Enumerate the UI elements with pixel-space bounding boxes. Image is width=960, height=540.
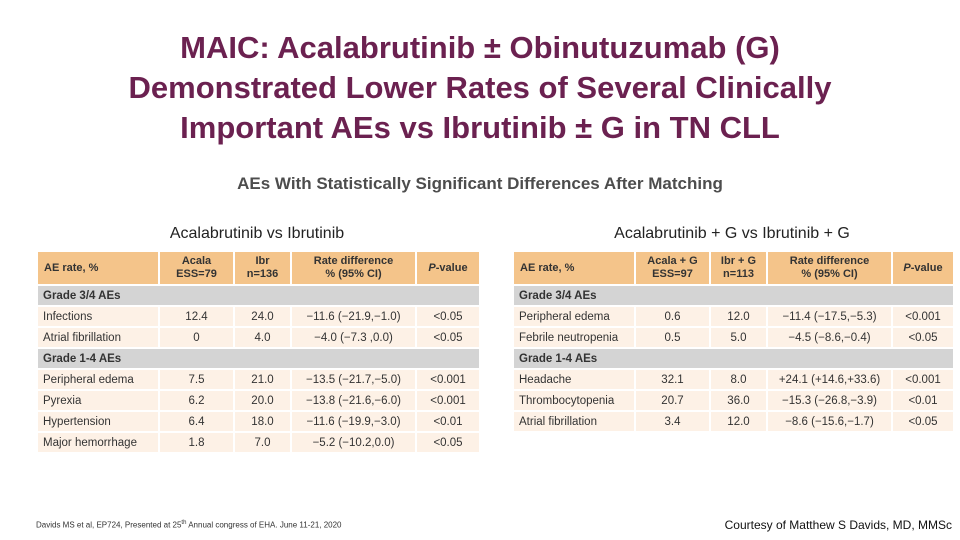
p-value: <0.001 xyxy=(891,305,955,328)
col-ae-rate: AE rate, % xyxy=(36,250,160,286)
ibr-rate: 21.0 xyxy=(233,368,292,391)
left-ae-table: AE rate, % Acala ESS=79 Ibr n=136 Rate dif… xyxy=(36,250,481,454)
p-value: <0.001 xyxy=(891,368,955,391)
right-table-heading: Acalabrutinib + G vs Ibrutinib + G xyxy=(614,225,850,242)
table-row: Major hemorrhage 1.8 7.0 −5.2 (−10.2,0.0… xyxy=(36,431,481,454)
group-row: Grade 3/4 AEs xyxy=(36,284,481,307)
ibr-rate: 24.0 xyxy=(233,305,292,328)
p-value: <0.01 xyxy=(891,389,955,412)
ibr-g-rate: 36.0 xyxy=(709,389,768,412)
p-value: <0.01 xyxy=(415,410,481,433)
rate-difference: −15.3 (−26.8,−3.9) xyxy=(766,389,893,412)
p-value: <0.001 xyxy=(415,368,481,391)
acala-rate: 1.8 xyxy=(158,431,235,454)
acala-rate: 0 xyxy=(158,326,235,349)
left-table-heading: Acalabrutinib vs Ibrutinib xyxy=(169,225,345,242)
ibr-rate: 4.0 xyxy=(233,326,292,349)
table-row: Peripheral edema 7.5 21.0 −13.5 (−21.7,−… xyxy=(36,368,481,391)
ae-name: Thrombocytopenia xyxy=(512,389,636,412)
table-row: Atrial fibrillation 3.4 12.0 −8.6 (−15.6… xyxy=(512,410,955,433)
group-row: Grade 1-4 AEs xyxy=(36,347,481,370)
col-ibr: Ibr n=136 xyxy=(233,250,292,286)
ae-name: Infections xyxy=(36,305,160,328)
table-row: Peripheral edema 0.6 12.0 −11.4 (−17.5,−… xyxy=(512,305,955,328)
title-line-3: Important AEs vs Ibrutinib ± G in TN CLL xyxy=(180,110,780,145)
ae-name: Peripheral edema xyxy=(512,305,636,328)
ibr-g-rate: 12.0 xyxy=(709,305,768,328)
ibr-rate: 20.0 xyxy=(233,389,292,412)
table-row: Pyrexia 6.2 20.0 −13.8 (−21.6,−6.0) <0.0… xyxy=(36,389,481,412)
table-row: Atrial fibrillation 0 4.0 −4.0 (−7.3 ,0.… xyxy=(36,326,481,349)
title-line-2: Demonstrated Lower Rates of Several Clin… xyxy=(128,70,832,105)
table-header-row: AE rate, % Acala ESS=79 Ibr n=136 Rate dif… xyxy=(36,250,481,286)
ae-name: Peripheral edema xyxy=(36,368,160,391)
rate-difference: −5.2 (−10.2,0.0) xyxy=(290,431,417,454)
rate-difference: −8.6 (−15.6,−1.7) xyxy=(766,410,893,433)
acala-g-rate: 20.7 xyxy=(634,389,711,412)
ibr-g-rate: 12.0 xyxy=(709,410,768,433)
acala-rate: 6.4 xyxy=(158,410,235,433)
p-value: <0.05 xyxy=(415,326,481,349)
table-row: Infections 12.4 24.0 −11.6 (−21.9,−1.0) … xyxy=(36,305,481,328)
col-acala-g: Acala + G ESS=97 xyxy=(634,250,711,286)
courtesy-note: Courtesy of Matthew S Davids, MD, MMSc xyxy=(724,518,952,532)
ae-name: Major hemorrhage xyxy=(36,431,160,454)
rate-difference: −13.8 (−21.6,−6.0) xyxy=(290,389,417,412)
group-row: Grade 3/4 AEs xyxy=(512,284,955,307)
acala-rate: 7.5 xyxy=(158,368,235,391)
table-row: Hypertension 6.4 18.0 −11.6 (−19.9,−3.0)… xyxy=(36,410,481,433)
col-p-value: P-value xyxy=(415,250,481,286)
rate-difference: −11.6 (−19.9,−3.0) xyxy=(290,410,417,433)
group-label: Grade 1-4 AEs xyxy=(36,347,481,370)
ae-name: Atrial fibrillation xyxy=(36,326,160,349)
p-value: <0.05 xyxy=(415,431,481,454)
ae-name: Febrile neutropenia xyxy=(512,326,636,349)
table-row: Thrombocytopenia 20.7 36.0 −15.3 (−26.8,… xyxy=(512,389,955,412)
slide-title: MAIC: Acalabrutinib ± Obinutuzumab (G) D… xyxy=(40,28,920,148)
rate-difference: −4.5 (−8.6,−0.4) xyxy=(766,326,893,349)
rate-difference: −11.6 (−21.9,−1.0) xyxy=(290,305,417,328)
ae-name: Atrial fibrillation xyxy=(512,410,636,433)
col-rate-difference: Rate difference% (95% CI) xyxy=(290,250,417,286)
title-line-1: MAIC: Acalabrutinib ± Obinutuzumab (G) xyxy=(180,30,780,65)
ae-name: Headache xyxy=(512,368,636,391)
table-row: Febrile neutropenia 0.5 5.0 −4.5 (−8.6,−… xyxy=(512,326,955,349)
col-rate-difference: Rate difference% (95% CI) xyxy=(766,250,893,286)
acala-g-rate: 0.5 xyxy=(634,326,711,349)
ibr-g-rate: 8.0 xyxy=(709,368,768,391)
p-value: <0.05 xyxy=(891,410,955,433)
group-label: Grade 3/4 AEs xyxy=(512,284,955,307)
group-label: Grade 1-4 AEs xyxy=(512,347,955,370)
acala-g-rate: 3.4 xyxy=(634,410,711,433)
acala-rate: 12.4 xyxy=(158,305,235,328)
acala-g-rate: 32.1 xyxy=(634,368,711,391)
p-value: <0.05 xyxy=(891,326,955,349)
rate-difference: −4.0 (−7.3 ,0.0) xyxy=(290,326,417,349)
ibr-rate: 7.0 xyxy=(233,431,292,454)
p-value: <0.05 xyxy=(415,305,481,328)
citation: Davids MS et al, EP724, Presented at 25t… xyxy=(36,520,342,530)
ae-name: Pyrexia xyxy=(36,389,160,412)
ae-name: Hypertension xyxy=(36,410,160,433)
rate-difference: −11.4 (−17.5,−5.3) xyxy=(766,305,893,328)
col-p-value: P-value xyxy=(891,250,955,286)
col-ae-rate: AE rate, % xyxy=(512,250,636,286)
acala-g-rate: 0.6 xyxy=(634,305,711,328)
rate-difference: −13.5 (−21.7,−5.0) xyxy=(290,368,417,391)
ibr-g-rate: 5.0 xyxy=(709,326,768,349)
slide-subtitle: AEs With Statistically Significant Diffe… xyxy=(237,174,723,193)
rate-difference: +24.1 (+14.6,+33.6) xyxy=(766,368,893,391)
p-value: <0.001 xyxy=(415,389,481,412)
col-acala: Acala ESS=79 xyxy=(158,250,235,286)
table-row: Headache 32.1 8.0 +24.1 (+14.6,+33.6) <0… xyxy=(512,368,955,391)
group-label: Grade 3/4 AEs xyxy=(36,284,481,307)
acala-rate: 6.2 xyxy=(158,389,235,412)
group-row: Grade 1-4 AEs xyxy=(512,347,955,370)
ibr-rate: 18.0 xyxy=(233,410,292,433)
